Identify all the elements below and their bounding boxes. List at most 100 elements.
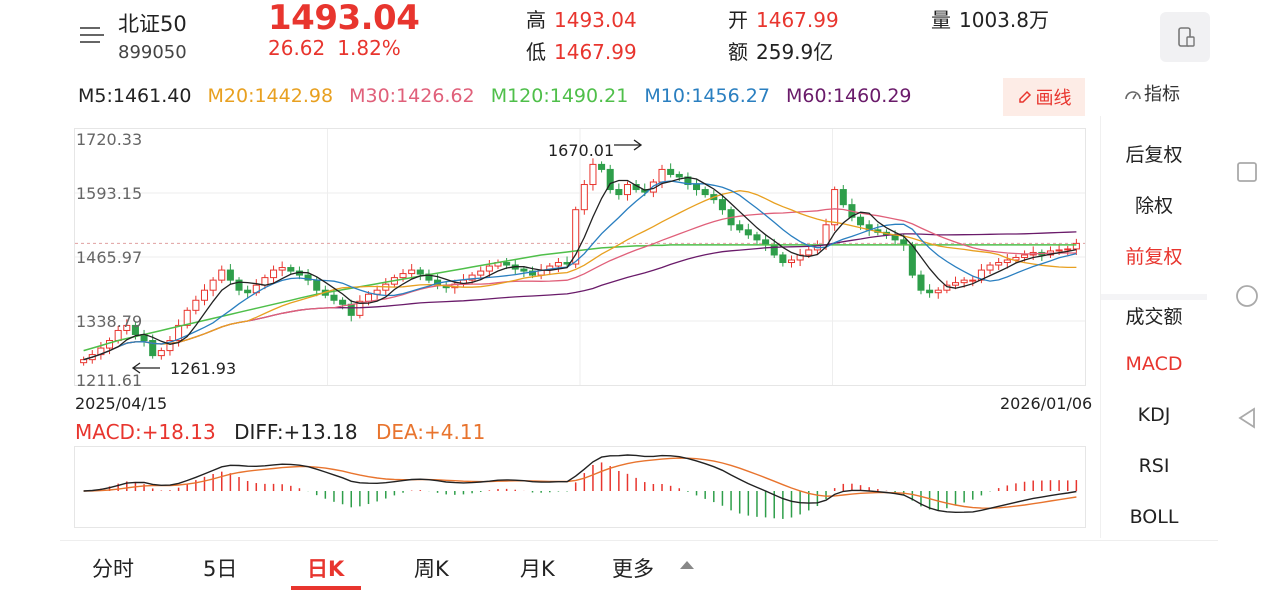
candle-body	[529, 270, 537, 276]
candle-body	[857, 216, 865, 226]
candle-body	[408, 269, 416, 275]
candle-body	[986, 264, 994, 271]
candle-body	[304, 274, 312, 281]
dea-value: DEA:+4.11	[375, 420, 486, 444]
candle-body	[270, 269, 278, 279]
open-label: 开	[728, 8, 748, 32]
ma120-line	[83, 244, 1077, 352]
ma5-line	[83, 176, 1077, 361]
candle-body	[805, 249, 813, 256]
candle-body	[926, 289, 934, 294]
menu-qfq[interactable]: 前复权	[1125, 246, 1183, 268]
candle-body	[554, 262, 562, 267]
candle-body	[183, 309, 191, 326]
candle-body	[477, 270, 485, 276]
high-marker-label: 1670.01	[548, 141, 615, 160]
price-change: 26.62 1.82%	[268, 36, 401, 60]
caret-up-icon[interactable]	[680, 561, 694, 569]
high-label: 高	[526, 8, 546, 32]
candle-body	[598, 163, 606, 170]
period-tabs: 分时 5日 日K 周K 月K 更多	[60, 540, 1218, 592]
tab-weekly-k[interactable]: 周K	[414, 557, 449, 581]
tab-intraday[interactable]: 分时	[92, 557, 134, 581]
macd-chart[interactable]	[74, 446, 1086, 528]
candle-body	[589, 163, 597, 186]
candle-body	[1012, 256, 1020, 261]
candle-body	[960, 279, 968, 284]
menu-rsi[interactable]: RSI	[1138, 455, 1170, 477]
candle-body	[218, 269, 226, 281]
rotate-screen-button[interactable]	[1160, 12, 1210, 62]
menu-cq[interactable]: 除权	[1134, 195, 1173, 217]
draw-line-button[interactable]: 画线	[1003, 78, 1085, 116]
candle-body	[753, 234, 761, 241]
recent-apps-icon[interactable]	[1235, 160, 1259, 184]
menu-icon[interactable]	[78, 22, 106, 50]
y-tick-label: 1593.15	[76, 184, 143, 203]
candle-body	[822, 224, 830, 246]
ma-20: M20:1442.98	[207, 85, 334, 107]
kline-chart[interactable]	[74, 128, 1086, 386]
macd-legend: MACD:+18.13 DIFF:+13.18 DEA:+4.11	[75, 420, 497, 444]
candle-body	[1064, 248, 1072, 251]
menu-kdj[interactable]: KDJ	[1137, 404, 1171, 426]
open-value: 1467.99	[756, 8, 839, 32]
candle-body	[166, 340, 174, 352]
candle-body	[330, 294, 338, 301]
indicator-label: 指标	[1144, 84, 1180, 105]
index-code: 899050	[118, 42, 187, 63]
ma10-line	[83, 180, 1077, 361]
candle-body	[209, 279, 217, 291]
volume-stat: 量 1003.8万	[931, 4, 1049, 33]
volume-label: 量	[931, 8, 951, 32]
open-stat: 开 1467.99	[728, 4, 839, 33]
candle-body	[1003, 259, 1011, 264]
quote-header: 北证50 899050 1493.04 26.62 1.82% 高 1493.04 …	[0, 0, 1218, 72]
ma-5: M5:1461.40	[78, 85, 192, 107]
amount-label: 额	[728, 40, 748, 64]
left-arrow-icon	[131, 362, 160, 374]
candle-body	[347, 303, 355, 316]
menu-boll[interactable]: BOLL	[1129, 506, 1179, 528]
ma-10: M10:1456.27	[644, 85, 770, 107]
candle-body	[779, 254, 787, 264]
phone-rotate-icon	[1178, 27, 1195, 47]
low-marker-label: 1261.93	[170, 359, 237, 378]
indicator-button[interactable]: 指标	[1124, 80, 1180, 106]
home-icon[interactable]	[1235, 284, 1259, 308]
end-date: 2026/01/06	[1000, 394, 1093, 413]
candle-body	[908, 244, 916, 276]
tab-more[interactable]: 更多	[612, 557, 654, 581]
right-arrow-icon	[614, 139, 643, 151]
tab-5day[interactable]: 5日	[203, 557, 238, 581]
menu-volume[interactable]: 成交额	[1125, 306, 1183, 328]
candle-body	[261, 277, 269, 286]
macd-value: MACD:+18.13	[75, 420, 216, 444]
candle-body	[1072, 242, 1080, 250]
candle-body	[313, 279, 321, 291]
candle-body	[1055, 249, 1063, 252]
amount-value: 259.9亿	[756, 40, 834, 64]
tab-monthly-k[interactable]: 月K	[520, 557, 555, 581]
candle-body	[572, 209, 580, 265]
macd-plot	[83, 454, 1078, 519]
candle-body	[995, 262, 1003, 266]
menu-divider	[1101, 294, 1207, 300]
candle-body	[339, 299, 347, 305]
menu-hfq[interactable]: 后复权	[1125, 144, 1183, 166]
candle-body	[485, 265, 493, 272]
ma-60: M60:1460.29	[785, 85, 912, 107]
candle-body	[226, 269, 234, 281]
candle-body	[416, 269, 424, 275]
candle-body	[951, 282, 960, 286]
candle-body	[80, 359, 88, 364]
candle-body	[131, 324, 139, 335]
tab-daily-k[interactable]: 日K	[307, 557, 345, 581]
back-icon[interactable]	[1235, 406, 1259, 430]
amount-stat: 额 259.9亿	[728, 36, 833, 65]
menu-macd[interactable]: MACD	[1125, 353, 1183, 375]
candle-body	[157, 350, 165, 357]
candle-body	[623, 184, 632, 196]
low-label: 低	[526, 40, 546, 64]
candle-body	[503, 262, 511, 266]
